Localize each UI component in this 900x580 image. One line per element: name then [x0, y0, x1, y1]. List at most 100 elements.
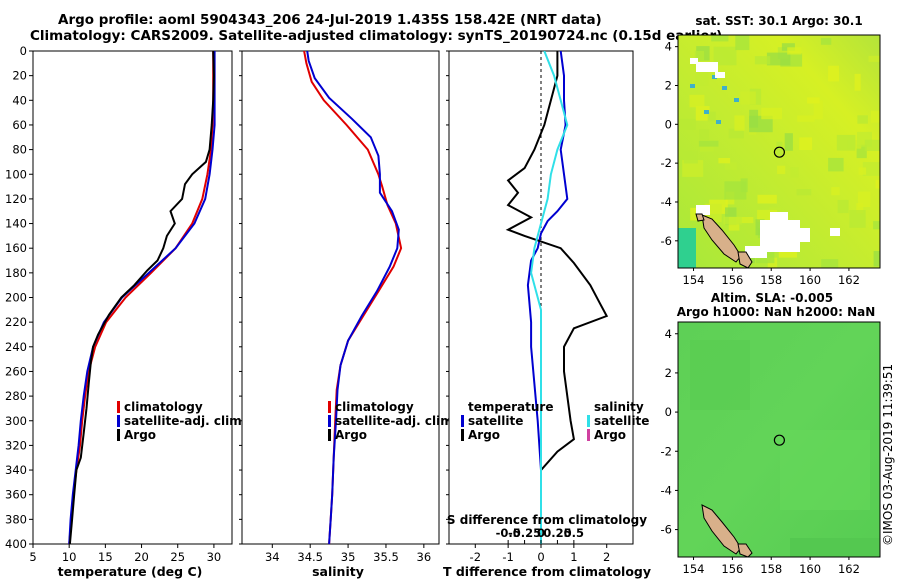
sst-patch [787, 47, 802, 55]
sst-patch [740, 178, 748, 193]
t-difference-tick-label: -1 [502, 550, 513, 564]
t-difference-tick-label: 1 [570, 550, 577, 564]
sla-map-axes: 154 156 158 160 162 -6 -4 -2 0 2 4 [661, 327, 860, 576]
sla-land-choiseul [737, 543, 753, 557]
legend-swatch-t-argo [461, 429, 464, 441]
longitude-tick-label: 162 [838, 562, 860, 576]
latitude-tick-label: -6 [661, 234, 672, 248]
sst-patch [858, 167, 867, 175]
sst-patch [735, 217, 754, 224]
sla-map-panel: Altim. SLA: -0.005 Argo h1000: NaN h2000… [661, 291, 881, 576]
longitude-tick-label: 158 [760, 273, 782, 287]
difference-depth-ticks [446, 50, 449, 545]
depth-tick-label: 400 [5, 537, 27, 551]
longitude-tick-label: 158 [760, 562, 782, 576]
difference-line-satellite [526, 51, 569, 544]
sst-patch [776, 141, 783, 156]
sst-patch [761, 107, 782, 120]
legend-label-t-argo: Argo [468, 428, 500, 442]
difference-legend: temperature satellite Argo salinity sate… [461, 400, 649, 442]
depth-tick-label: 160 [5, 241, 27, 255]
sst-patch [749, 115, 773, 133]
sst-patch [695, 68, 709, 86]
s-difference-tick-label: -0.25 [508, 526, 541, 540]
sst-patch [873, 251, 880, 267]
temperature-legend: climatology satellite-adj. clim. Argo [117, 400, 246, 442]
sst-land-edge [678, 228, 696, 268]
sst-patch [836, 134, 856, 151]
sst-patch [694, 50, 705, 61]
legend-swatch-satellite-adj [117, 415, 120, 427]
temperature-tick-label: 30 [207, 550, 222, 564]
legend-label-argo: Argo [335, 428, 367, 442]
sst-patch [713, 46, 737, 66]
t-difference-axis-label: T difference from climatology [443, 564, 651, 579]
sst-patch [725, 207, 737, 226]
sst-patch [723, 216, 742, 225]
difference-series [505, 51, 609, 544]
difference-line-satellite_salinity [530, 51, 569, 544]
temperature-series [68, 51, 216, 544]
sst-patch [790, 167, 799, 178]
salinity-tick-label: 35.5 [373, 550, 399, 564]
sla-texture-2 [690, 340, 750, 410]
depth-tick-label: 360 [5, 488, 27, 502]
sst-patch [781, 43, 795, 51]
s-difference-tick-label: 0.5 [564, 526, 584, 540]
sst-patch [724, 228, 734, 234]
sla-map-title-line2: Argo h1000: NaN h2000: NaN [677, 305, 876, 319]
sst-patch [777, 165, 786, 175]
depth-tick-label: 220 [5, 315, 27, 329]
sla-map-title-line1: Altim. SLA: -0.005 [711, 291, 833, 305]
depth-tick-label: 260 [5, 364, 27, 378]
latitude-tick-label: 0 [665, 405, 672, 419]
latitude-tick-label: -6 [661, 523, 672, 537]
imos-credit: ©IMOS 03-Aug-2019 11:39:51 [881, 364, 895, 546]
sst-patch [725, 162, 737, 170]
sst-patch [813, 100, 823, 120]
legend-swatch-satellite-adj [328, 415, 331, 427]
legend-label-s-argo: Argo [594, 428, 626, 442]
temperature-tick-label: 15 [98, 550, 113, 564]
salinity-tick-label: 34.5 [297, 550, 323, 564]
sst-patch [828, 157, 844, 172]
sst-missing-data [690, 58, 840, 258]
sst-patch [849, 210, 866, 228]
sst-patch [873, 221, 880, 230]
legend-label-t-satellite: satellite [468, 414, 523, 428]
sst-patch [695, 106, 710, 121]
sst-patch [828, 65, 839, 82]
legend-label-climatology: climatology [335, 400, 414, 414]
longitude-tick-label: 162 [838, 273, 860, 287]
sst-cool-pixel [704, 110, 709, 114]
sst-patch [698, 140, 719, 147]
sst-patch [856, 203, 864, 214]
s-difference-axis-label: S difference from climatology [447, 513, 647, 527]
longitude-tick-label: 156 [721, 273, 743, 287]
s-difference-tick-label: -0.5 [496, 526, 521, 540]
sla-land-edge [790, 538, 880, 557]
longitude-tick-label: 160 [799, 273, 821, 287]
sst-cool-pixel [734, 98, 739, 102]
temperature-axis-label: temperature (deg C) [58, 564, 203, 579]
salinity-series [303, 51, 403, 544]
t-difference-tick-label: -2 [470, 550, 481, 564]
depth-tick-label: 60 [12, 118, 27, 132]
temperature-line-argo [68, 51, 215, 544]
depth-tick-label: 120 [5, 192, 27, 206]
sla-texture [780, 430, 870, 510]
depth-tick-label: 240 [5, 340, 27, 354]
sst-patch [766, 52, 791, 66]
sst-patch [857, 191, 871, 207]
sst-patch [740, 91, 756, 105]
latitude-tick-label: 4 [665, 40, 672, 54]
sst-patch [784, 133, 793, 151]
sst-patch [797, 115, 815, 122]
sst-patch [878, 188, 880, 203]
legend-swatch-s-argo [587, 429, 590, 441]
legend-swatch-climatology [328, 401, 331, 413]
salinity-plot-frame [241, 50, 440, 545]
longitude-tick-label: 154 [683, 273, 705, 287]
